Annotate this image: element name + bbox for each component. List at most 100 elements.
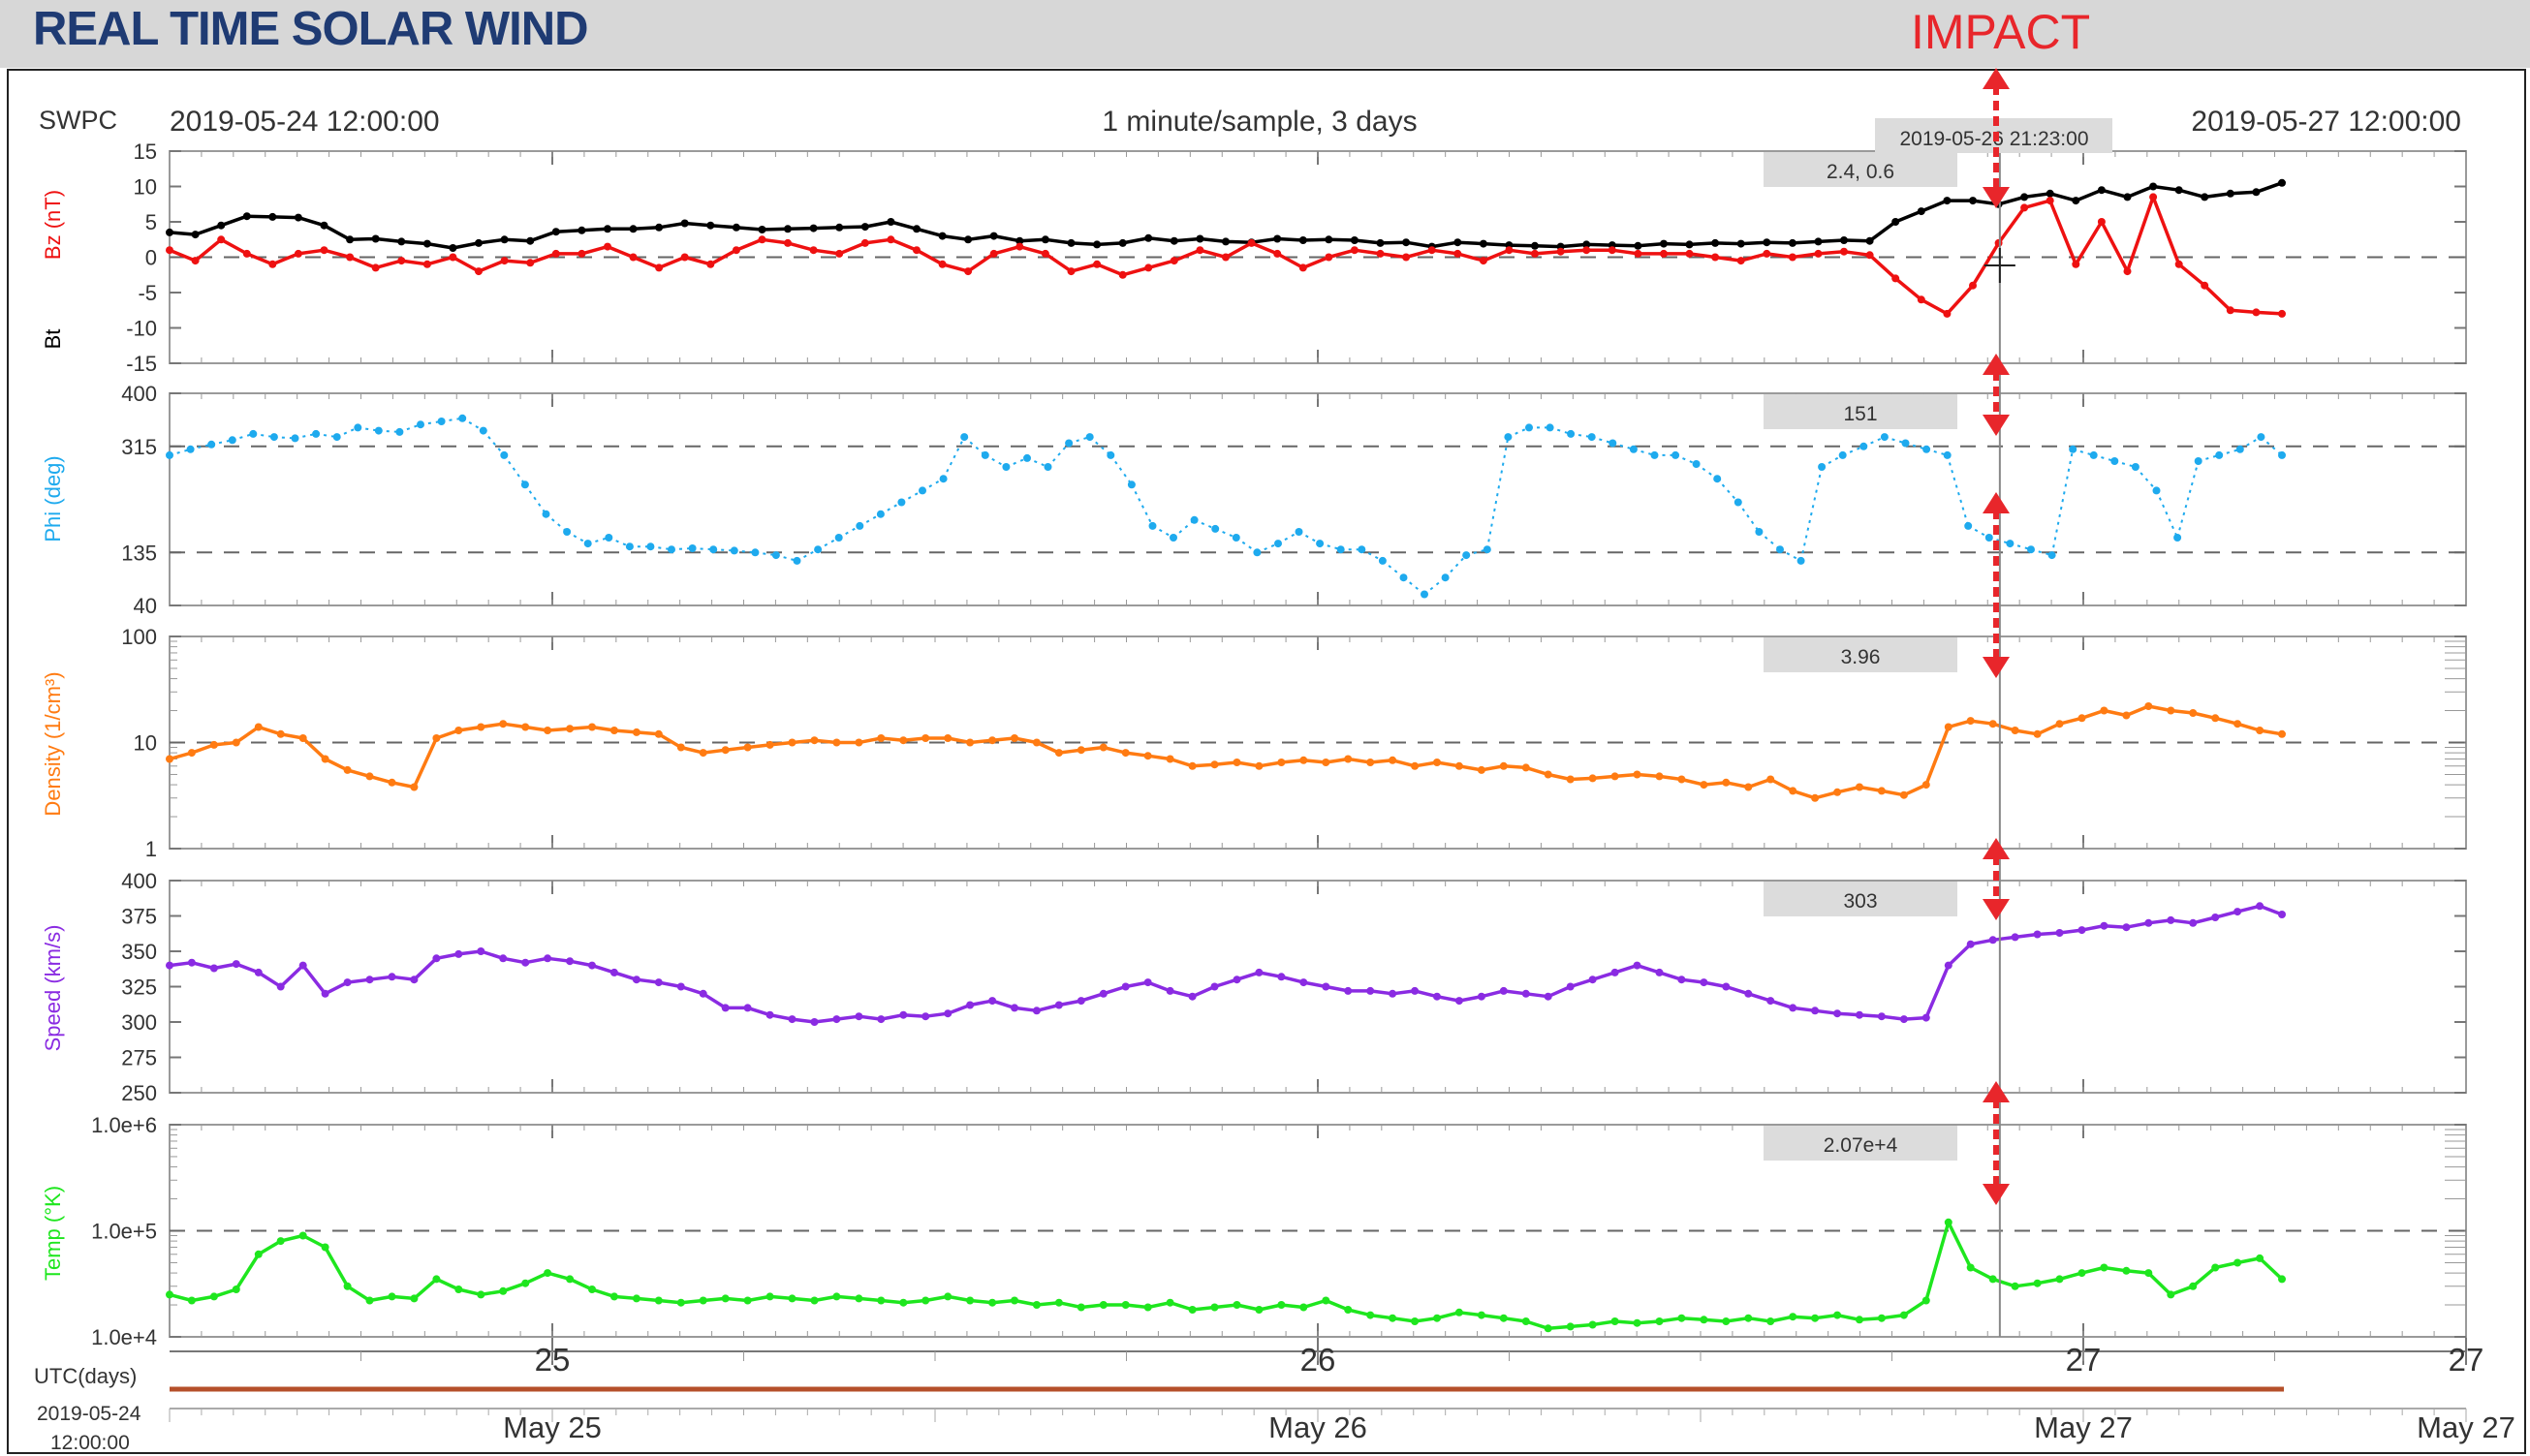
series-segment-density [1725,781,1749,790]
series-segment-speed [458,949,482,956]
series-segment-phi [1925,448,1948,456]
impact-arrow-head-down [1983,415,2010,436]
series-segment-temp [1481,1313,1505,1320]
series-segment-bz [2048,200,2077,265]
page-title: REAL TIME SOLAR WIND [33,3,589,55]
series-segment-phi [734,549,756,554]
series-segment-temp [1836,1313,1860,1322]
series-segment-speed [1213,977,1238,989]
series-segment-bt [2230,190,2257,196]
series-segment-bt [2049,192,2077,202]
series-segment-speed [279,964,304,988]
series-segment-temp [747,1294,770,1303]
series-segment-speed [2236,904,2261,914]
series-segment-bt [1611,243,1639,248]
series-segment-density [1881,789,1905,797]
series-segment-temp [991,1298,1015,1305]
utc-label: UTC(days) [34,1364,137,1388]
series-segment-temp [725,1296,748,1303]
series-segment-speed [658,980,682,989]
y-tick-label-phi: 400 [121,382,157,406]
series-segment-density [859,736,882,745]
series-segment-bt [1328,237,1355,242]
series-segment-speed [636,977,660,984]
series-segment-speed [191,961,215,971]
series-segment-bt [1457,240,1484,246]
series-segment-temp [2037,1277,2060,1286]
series-segment-phi [1591,436,1613,445]
series-segment-speed [2126,921,2149,929]
impact-arrow-head-down [1983,657,2010,678]
series-segment-speed [1481,989,1505,999]
series-segment-temp [1614,1319,1638,1325]
series-segment-speed [1259,971,1282,979]
series-segment-bt [1560,242,1587,249]
series-segment-density [991,736,1015,742]
series-segment-bt [762,227,789,232]
series-segment-temp [435,1277,460,1291]
y-tick-label-mag: 15 [134,139,157,164]
series-segment-density [2015,728,2038,736]
impact-label: IMPACT [1911,5,2091,59]
series-segment-bz [709,248,737,266]
series-segment-density [1769,777,1795,792]
series-segment-bz [942,263,969,273]
series-segment-density [1503,764,1526,770]
sampling-label: 1 minute/sample, 3 days [1102,106,1417,138]
y-tick-label-speed: 325 [121,976,157,1000]
series-segment-phi [1736,501,1761,533]
series-segment-density [814,738,837,745]
series-segment-phi [650,545,672,551]
y-tick-label-speed: 400 [121,869,157,893]
series-segment-density [502,722,526,729]
series-segment-temp [2081,1265,2105,1275]
series-segment-bt [839,225,865,230]
series-segment-bz [1405,248,1433,260]
series-segment-speed [1570,977,1594,989]
series-segment-temp [1570,1322,1593,1329]
series-segment-density [1948,719,1972,729]
series-segment-speed [2081,923,2105,932]
series-segment-temp [301,1233,327,1250]
series-segment-speed [1103,984,1127,996]
series-segment-bt [1045,237,1072,245]
series-segment-temp [524,1271,548,1286]
series-segment-density [769,740,793,747]
series-segment-density [213,740,236,747]
series-segment-speed [769,1012,793,1021]
series-segment-temp [1592,1319,1615,1327]
series-segment-bt [478,237,505,245]
series-segment-density [1903,783,1927,797]
series-segment-temp [1080,1303,1104,1310]
series-segment-density [1414,760,1438,768]
series-segment-density [1703,781,1727,787]
series-segment-temp [2258,1256,2284,1281]
series-segment-speed [1458,994,1483,1003]
series-segment-density [1259,760,1282,768]
series-segment-speed [213,962,237,971]
series-segment-temp [1036,1300,1060,1307]
series-segment-density [1659,774,1682,782]
series-segment-phi [2198,453,2220,462]
series-segment-bz [864,237,891,245]
page-header: REAL TIME SOLAR WIND IMPACT [0,0,2530,68]
series-segment-density [2104,708,2127,718]
series-segment-density [1924,726,1951,786]
series-segment-temp [1214,1303,1237,1310]
series-segment-phi [441,417,463,422]
readout-value-density: 3.96 [1841,646,1881,668]
series-segment-density [1637,772,1660,779]
series-segment-bt [1405,240,1432,249]
impact-arrow-head-up [1983,68,2010,89]
series-segment-temp [636,1296,659,1303]
x-date-label: May 27 [2417,1410,2515,1444]
series-segment-temp [613,1294,638,1301]
series-segment-density [2192,711,2216,721]
series-segment-density [1481,764,1505,772]
series-segment-bz [1560,248,1587,254]
series-segment-temp [1391,1316,1416,1323]
series-segment-temp [169,1292,193,1303]
series-segment-temp [969,1298,993,1305]
series-segment-temp [1014,1298,1038,1307]
